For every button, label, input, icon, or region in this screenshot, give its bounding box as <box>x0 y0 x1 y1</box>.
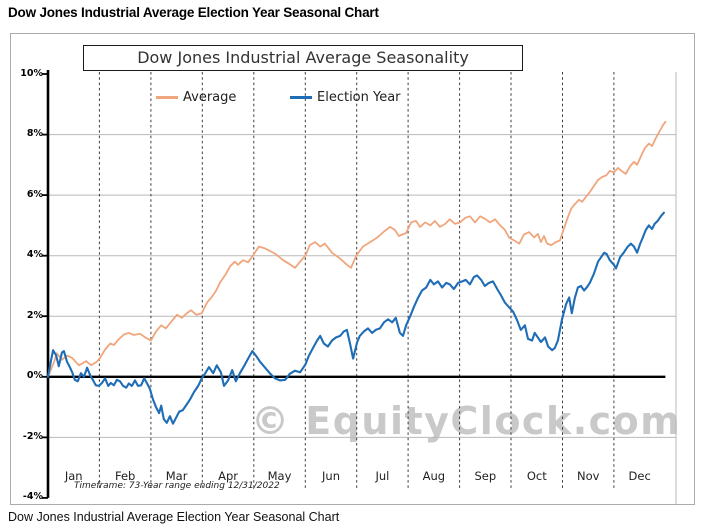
x-axis-month-label: Jan <box>64 469 83 483</box>
x-axis-month-label: Oct <box>526 469 547 483</box>
average-line-swatch-icon <box>156 96 178 99</box>
x-axis-month-label: May <box>267 469 292 483</box>
y-axis-tick-label: -2% <box>22 430 43 442</box>
y-axis-tick-label: 6% <box>26 188 43 200</box>
x-axis-month-label: Jul <box>375 469 390 483</box>
x-axis-month-label: Feb <box>115 469 136 483</box>
chart-caption: Dow Jones Industrial Average Election Ye… <box>8 510 340 524</box>
chart-title: Dow Jones Industrial Average Seasonality <box>83 45 523 71</box>
x-axis-month-label: Apr <box>218 469 239 483</box>
y-axis-tick-label: 2% <box>26 309 43 321</box>
legend-label-average: Average <box>183 90 237 105</box>
legend-label-election-year: Election Year <box>317 90 401 105</box>
legend-item-election-year: Election Year <box>290 90 401 105</box>
y-axis-labels: 10% 8% 6% 4% 2% 0% -2% -4% <box>0 0 43 532</box>
x-axis-month-label: Nov <box>576 469 600 483</box>
x-axis-month-label: Sep <box>474 469 497 483</box>
y-axis-tick-label: 10% <box>20 67 43 79</box>
y-axis-tick-label: 0% <box>26 370 43 382</box>
election-year-line-swatch-icon <box>290 96 312 99</box>
y-axis-tick-label: 8% <box>26 128 43 140</box>
x-axis-month-label: Aug <box>422 469 446 483</box>
page-title: Dow Jones Industrial Average Election Ye… <box>8 5 379 20</box>
x-axis-month-label: Dec <box>628 469 651 483</box>
y-axis-tick-label: -4% <box>22 491 43 503</box>
y-axis-tick-label: 4% <box>26 249 43 261</box>
timeframe-note: Timeframe: 73-Year range ending 12/31/20… <box>74 481 280 491</box>
equityclock-watermark: © EquityClock.com <box>251 399 682 443</box>
legend-item-average: Average <box>156 90 236 105</box>
x-axis-month-label: Mar <box>165 469 188 483</box>
x-axis-month-label: Jun <box>322 469 340 483</box>
